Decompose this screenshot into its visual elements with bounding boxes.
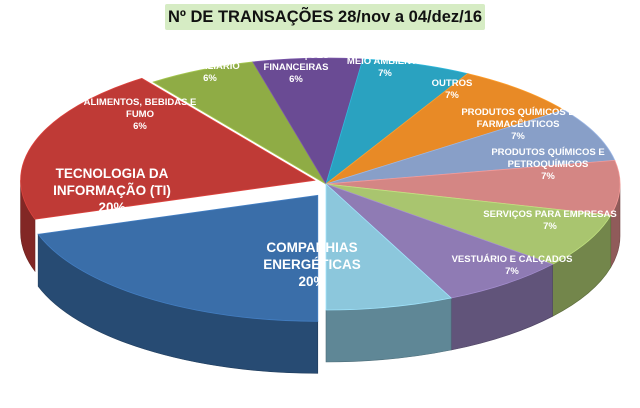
slice-label-1: TECNOLOGIA DA INFORMAÇÃO (TI) 20%: [53, 166, 171, 215]
slice-label-7: PRODUTOS QUÍMICOS E FARMACÊUTICOS 7%: [461, 107, 574, 142]
slice-label-0: COMPANHIAS ENERGÉTICAS 20%: [263, 240, 361, 289]
pie-tops: [20, 57, 621, 322]
pie-slice-0: [37, 194, 319, 322]
slice-label-8: PRODUTOS QUÍMICOS E PETROQUÍMICOS 7%: [491, 147, 604, 182]
slice-label-6: OUTROS 7%: [432, 78, 473, 101]
pie-slice-9: [325, 183, 554, 299]
slice-label-5: MEIO AMBIENTE 7%: [347, 56, 423, 79]
pie-slice-6: [325, 109, 616, 185]
pie-slice-10: [325, 183, 453, 311]
title-background: [165, 4, 485, 30]
pie-slice-8: [325, 183, 612, 265]
slice-label-3: IMOBILIÁRIO 6%: [180, 61, 240, 84]
pie-labels: COMPANHIAS ENERGÉTICAS 20% TECNOLOGIA DA INF…: [53, 50, 617, 289]
pie-slice-1: [20, 77, 316, 220]
pie-slice-5: [325, 73, 565, 185]
pie-slice-7: [325, 159, 621, 216]
slice-label-10: VESTUÁRIO E CALÇADOS 7%: [452, 254, 573, 277]
chart-title: Nº DE TRANSAÇÕES 28/nov a 04/dez/16: [167, 8, 483, 26]
slice-label-2: ALIMENTOS, BEBIDAS E FUMO 6%: [84, 97, 197, 132]
slice-label-4: INSTITUIÇÕES FINANCEIRAS 6%: [263, 50, 330, 85]
slice-label-9: SERVIÇOS PARA EMPRESAS 7%: [483, 209, 616, 232]
